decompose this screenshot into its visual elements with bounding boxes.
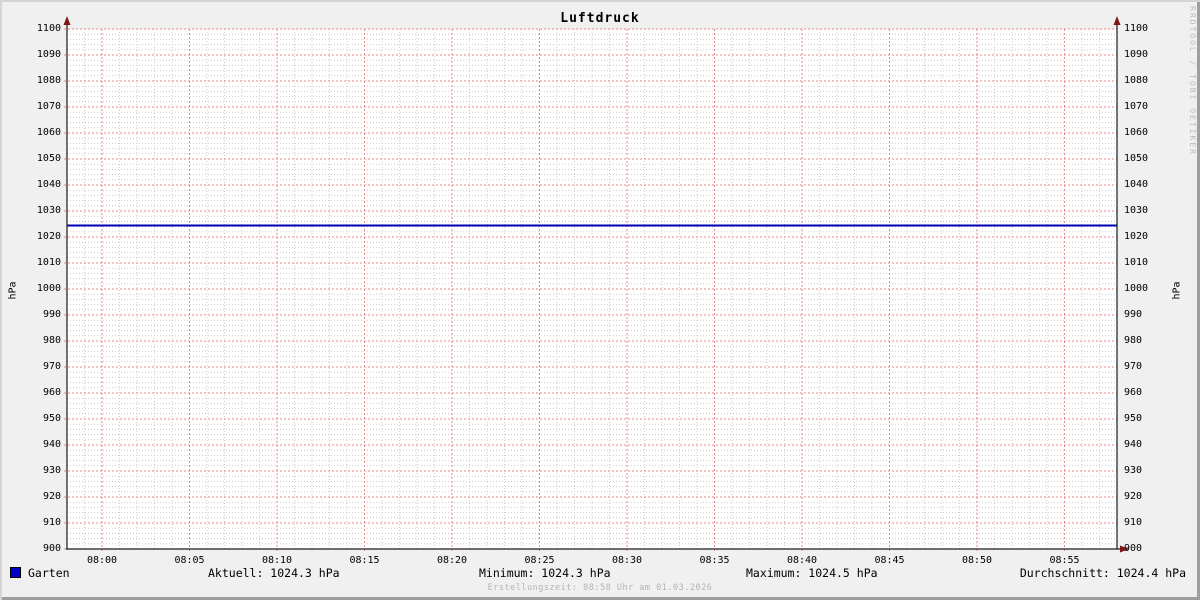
y-tick-label-left: 1010	[36, 257, 61, 268]
x-tick-label: 08:55	[1049, 555, 1080, 566]
y-tick-label-right: 990	[1124, 309, 1143, 320]
y-tick-label-left: 1080	[36, 75, 61, 86]
y-tick-label-right: 1070	[1124, 101, 1149, 112]
y-tick-label-right: 1060	[1124, 127, 1149, 138]
y-tick-label-right: 920	[1124, 491, 1143, 502]
stat-aktuell: Aktuell: 1024.3 hPa	[208, 566, 340, 580]
y-tick-label-left: 1090	[36, 49, 61, 60]
x-tick-label: 08:40	[786, 555, 818, 566]
y-tick-label-right: 940	[1124, 439, 1143, 450]
y-axis-right-arrow	[1113, 16, 1121, 25]
rrdtool-watermark: RRDTOOL / TOBI OETIKER	[1188, 6, 1197, 156]
x-tick-label: 08:35	[699, 555, 730, 566]
x-axis-arrow	[1120, 545, 1129, 553]
y-tick-label-left: 900	[42, 543, 61, 554]
y-tick-label-right: 1000	[1124, 283, 1149, 294]
y-tick-label-right: 910	[1124, 517, 1143, 528]
stat-durchschnitt: Durchschnitt: 1024.4 hPa	[1019, 566, 1186, 580]
y-tick-label-left: 1020	[36, 231, 61, 242]
chart-title: Luftdruck	[560, 11, 640, 26]
y-tick-label-right: 1090	[1124, 49, 1149, 60]
y-tick-label-left: 950	[42, 413, 61, 424]
y-tick-label-right: 1030	[1124, 205, 1149, 216]
y-tick-label-left: 1030	[36, 205, 61, 216]
y-tick-label-right: 900	[1124, 543, 1143, 554]
y-tick-label-right: 1080	[1124, 75, 1149, 86]
y-tick-label-right: 980	[1124, 335, 1143, 346]
y-tick-label-left: 1100	[36, 23, 61, 34]
x-tick-label: 08:20	[436, 555, 468, 566]
creation-timestamp: Erstellungszeit: 08:58 Uhr am 01.03.2026	[487, 583, 713, 593]
x-tick-label: 08:25	[524, 555, 555, 566]
series-color-swatch	[10, 567, 21, 578]
y-tick-label-left: 960	[42, 387, 61, 398]
x-tick-label: 08:05	[174, 555, 205, 566]
y-tick-label-left: 910	[42, 517, 61, 528]
y-tick-label-left: 940	[42, 439, 61, 450]
y-tick-label-right: 930	[1124, 465, 1143, 476]
y-tick-label-left: 990	[42, 309, 61, 320]
y-tick-label-left: 920	[42, 491, 61, 502]
y-tick-label-left: 970	[42, 361, 61, 372]
y-tick-label-left: 1060	[36, 127, 61, 138]
x-tick-label: 08:30	[611, 555, 643, 566]
stat-minimum: Minimum: 1024.3 hPa	[479, 566, 611, 580]
y-tick-label-left: 1070	[36, 101, 61, 112]
y-tick-label-right: 1050	[1124, 153, 1149, 164]
y-tick-label-right: 950	[1124, 413, 1143, 424]
series-label: Garten	[28, 566, 70, 580]
legend-row: Garten Aktuell: 1024.3 hPa Minimum: 1024…	[0, 566, 1200, 580]
x-tick-label: 08:00	[86, 555, 118, 566]
y-tick-label-right: 970	[1124, 361, 1143, 372]
y-tick-label-left: 980	[42, 335, 61, 346]
x-tick-label: 08:10	[261, 555, 293, 566]
y-tick-label-left: 1050	[36, 153, 61, 164]
y-tick-label-right: 1100	[1124, 23, 1149, 34]
y-axis-left-arrow	[63, 16, 71, 25]
y-tick-label-right: 960	[1124, 387, 1143, 398]
stat-maximum: Maximum: 1024.5 hPa	[746, 566, 878, 580]
y-tick-label-left: 930	[42, 465, 61, 476]
y-tick-label-right: 1010	[1124, 257, 1149, 268]
x-tick-label: 08:45	[874, 555, 905, 566]
y-tick-label-left: 1040	[36, 179, 61, 190]
y-tick-label-left: 1000	[36, 283, 61, 294]
y-tick-label-right: 1040	[1124, 179, 1149, 190]
y-tick-label-right: 1020	[1124, 231, 1149, 242]
x-tick-label: 08:15	[349, 555, 380, 566]
x-tick-label: 08:50	[961, 555, 993, 566]
